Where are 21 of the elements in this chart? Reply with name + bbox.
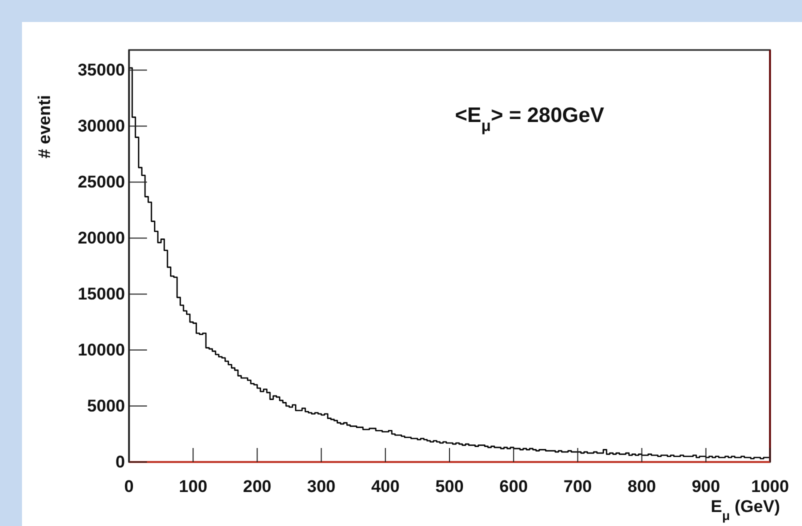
- annotation: <E$_{μ}$> = 280GeV: [455, 104, 604, 134]
- x-tick-label: 1000: [751, 477, 789, 496]
- x-tick-label: 900: [692, 477, 720, 496]
- y-tick-label: 20000: [78, 228, 125, 248]
- y-tick-label: 10000: [78, 340, 125, 360]
- y-tick-label: 0: [116, 452, 125, 472]
- x-tick-label: 400: [371, 477, 400, 496]
- y-tick-label: 35000: [78, 60, 125, 80]
- y-tick-label: 25000: [78, 172, 125, 192]
- x-tick-label: 600: [499, 477, 528, 496]
- x-tick-label: 700: [564, 477, 592, 496]
- x-tick-label: 300: [307, 477, 336, 496]
- y-tick-label: 30000: [78, 116, 125, 136]
- x-tick-label: 800: [628, 477, 656, 496]
- y-axis-title: # eventi: [35, 95, 54, 158]
- x-tick-label: 100: [178, 477, 208, 496]
- y-tick-label: 15000: [78, 284, 125, 304]
- x-tick-label: 500: [435, 477, 464, 496]
- x-tick-label: 200: [243, 477, 272, 496]
- x-axis-title: E$_{μ}$ (GeV): [710, 497, 780, 522]
- y-tick-label: 5000: [87, 396, 125, 416]
